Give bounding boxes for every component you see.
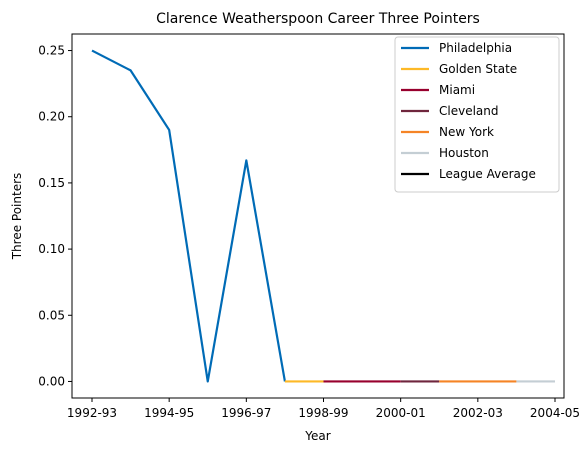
legend: Philadelphia Golden State Miami Cleveland Ne… xyxy=(394,36,560,193)
plot-frame xyxy=(71,33,565,399)
legend-label: Philadelphia xyxy=(439,41,512,55)
x-tick-label: 2002-03 xyxy=(453,406,503,420)
x-tick-label: 2000-01 xyxy=(376,406,426,420)
x-tick-label: 1998-99 xyxy=(298,406,348,420)
chart-title: Clarence Weatherspoon Career Three Point… xyxy=(156,11,480,27)
x-tick-label: 1992-93 xyxy=(67,406,117,420)
x-tick-label: 1994-95 xyxy=(144,406,194,420)
y-tick-label: 0.15 xyxy=(38,176,65,190)
legend-label: New York xyxy=(439,125,494,139)
x-tick-label: 1996-97 xyxy=(221,406,271,420)
x-tick-label: 2004-05 xyxy=(530,406,580,420)
y-tick-label: 0.20 xyxy=(38,110,65,124)
plot-lines xyxy=(91,49,555,383)
legend-label: League Average xyxy=(439,167,536,181)
y-axis-label: Three Pointers xyxy=(10,173,24,261)
series-line-0 xyxy=(91,49,287,383)
y-tick-label: 0.05 xyxy=(38,308,65,322)
legend-label: Houston xyxy=(439,146,489,160)
legend-label: Miami xyxy=(439,83,475,97)
legend-label: Cleveland xyxy=(439,104,499,118)
y-tick-label: 0.25 xyxy=(38,44,65,58)
y-axis: 0.00 0.05 0.10 0.15 0.20 0.25 xyxy=(38,44,72,388)
legend-box xyxy=(394,36,560,193)
legend-label: Golden State xyxy=(439,62,517,76)
x-axis: 1992-93 1994-95 1996-97 1998-99 2000-01 2002-… xyxy=(67,398,580,420)
y-tick-label: 0.00 xyxy=(38,374,65,388)
y-tick-label: 0.10 xyxy=(38,242,65,256)
x-axis-label: Year xyxy=(304,429,330,443)
